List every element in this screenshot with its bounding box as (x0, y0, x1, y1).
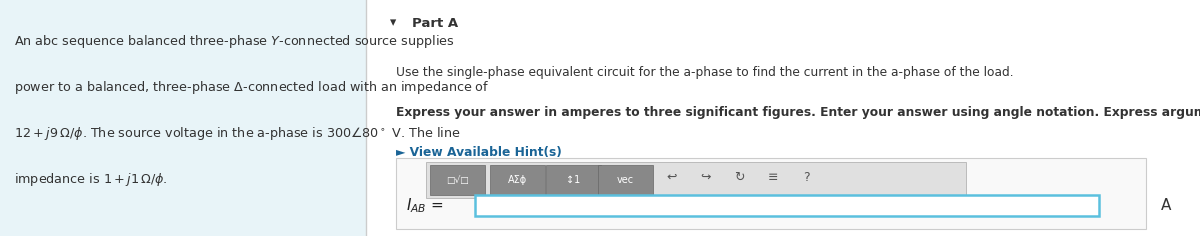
Text: AΣϕ: AΣϕ (508, 175, 527, 185)
Bar (546, 165, 601, 195)
Text: vec: vec (617, 175, 634, 185)
Text: ↩: ↩ (667, 171, 677, 184)
Text: A: A (1160, 198, 1171, 213)
Bar (490, 165, 545, 195)
Text: ≡: ≡ (768, 171, 778, 184)
Text: ?: ? (803, 171, 810, 184)
Text: ↕1: ↕1 (566, 175, 581, 185)
Text: power to a balanced, three-phase $\Delta$-connected load with an impedance of: power to a balanced, three-phase $\Delta… (14, 79, 490, 96)
Text: $I_{AB}$ =: $I_{AB}$ = (406, 196, 443, 215)
Bar (366, 0, 1200, 236)
Bar (0, 0, 366, 236)
Text: Express your answer in amperes to three significant figures. Enter your answer u: Express your answer in amperes to three … (396, 106, 1200, 119)
Text: ↻: ↻ (734, 171, 744, 184)
Text: Use the single-phase equivalent circuit for the a-phase to find the current in t: Use the single-phase equivalent circuit … (396, 66, 1014, 79)
Bar (426, 162, 966, 198)
Text: Part A: Part A (412, 17, 457, 30)
Text: An abc sequence balanced three-phase $Y$-connected source supplies: An abc sequence balanced three-phase $Y$… (14, 33, 455, 50)
Bar (598, 165, 653, 195)
Bar (396, 158, 1146, 229)
Bar (475, 195, 1099, 216)
Text: □√□: □√□ (446, 176, 468, 185)
Text: ► View Available Hint(s): ► View Available Hint(s) (396, 146, 562, 159)
Bar (430, 165, 485, 195)
Text: ↪: ↪ (701, 171, 710, 184)
Text: $12 + j9\,\Omega/\phi$. The source voltage in the a-phase is $300\angle80^\circ$: $12 + j9\,\Omega/\phi$. The source volta… (14, 125, 461, 142)
Text: ▾: ▾ (390, 17, 396, 30)
Text: impedance is $1 + j1\,\Omega/\phi$.: impedance is $1 + j1\,\Omega/\phi$. (14, 171, 168, 188)
